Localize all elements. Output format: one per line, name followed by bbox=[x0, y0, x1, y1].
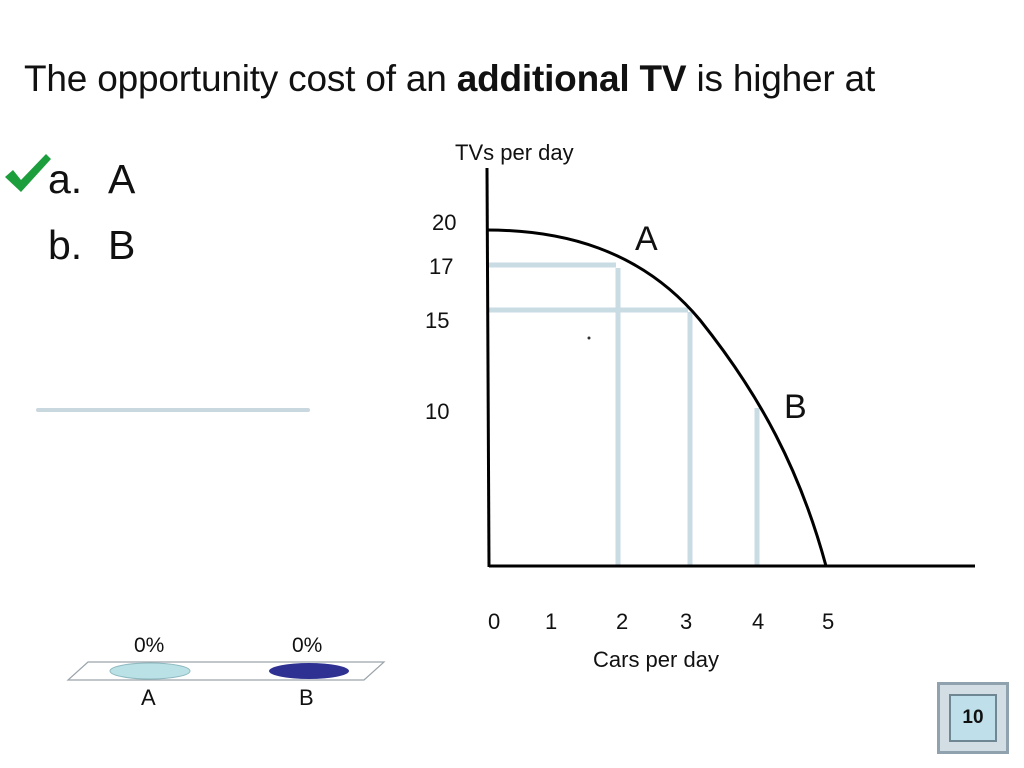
result-label-b: B bbox=[299, 685, 314, 710]
option-a-letter: a. bbox=[48, 156, 83, 202]
y-tick-17: 17 bbox=[429, 254, 453, 279]
guide-lines bbox=[488, 262, 760, 565]
y-axis-label: TVs per day bbox=[455, 140, 574, 165]
result-bar-b bbox=[269, 663, 349, 679]
x-tick-0: 0 bbox=[488, 609, 500, 634]
x-tick-4: 4 bbox=[752, 609, 764, 634]
option-b-text: B bbox=[108, 222, 136, 268]
stray-dot bbox=[587, 336, 591, 340]
results-panel: 0% 0% A B bbox=[66, 634, 386, 710]
countdown-timer: 10 bbox=[937, 682, 1009, 754]
divider-line bbox=[36, 408, 310, 412]
x-tick-2: 2 bbox=[616, 609, 628, 634]
question-suffix: is higher at bbox=[686, 58, 876, 99]
option-a[interactable]: a. A bbox=[48, 156, 135, 203]
y-axis bbox=[485, 167, 491, 568]
checkmark-icon bbox=[5, 154, 51, 192]
x-tick-1: 1 bbox=[545, 609, 557, 634]
y-tick-15: 15 bbox=[425, 308, 449, 333]
y-tick-10: 10 bbox=[425, 399, 449, 424]
result-bar-a bbox=[109, 662, 191, 680]
x-tick-5: 5 bbox=[822, 609, 834, 634]
result-percent-b: 0% bbox=[292, 634, 322, 657]
y-tick-20: 20 bbox=[432, 210, 456, 235]
option-a-text: A bbox=[108, 156, 136, 202]
x-tick-3: 3 bbox=[680, 609, 692, 634]
option-b-letter: b. bbox=[48, 222, 83, 268]
x-axis-label: Cars per day bbox=[593, 647, 719, 672]
question-emphasis: additional TV bbox=[456, 58, 687, 99]
result-label-a: A bbox=[141, 685, 156, 710]
ppf-curve bbox=[486, 228, 828, 567]
timer-value: 10 bbox=[949, 694, 997, 742]
question-title: The opportunity cost of an additional TV… bbox=[24, 58, 875, 100]
point-label-b: B bbox=[784, 388, 807, 426]
option-b[interactable]: b. B bbox=[48, 222, 135, 269]
point-label-a: A bbox=[635, 220, 658, 258]
result-percent-a: 0% bbox=[134, 634, 164, 657]
question-prefix: The opportunity cost of an bbox=[24, 58, 457, 99]
